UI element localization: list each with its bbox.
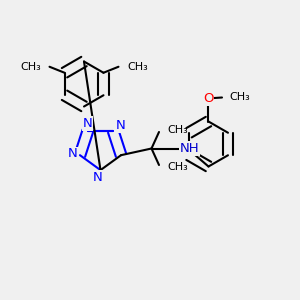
Text: CH₃: CH₃ [167, 162, 188, 172]
Text: N: N [68, 147, 77, 160]
Text: CH₃: CH₃ [127, 62, 148, 72]
Text: N: N [116, 119, 126, 132]
Text: NH: NH [180, 142, 200, 155]
Text: N: N [83, 117, 93, 130]
Text: CH₃: CH₃ [167, 124, 188, 135]
Text: O: O [203, 92, 214, 105]
Text: N: N [93, 171, 102, 184]
Text: CH₃: CH₃ [20, 62, 41, 72]
Text: CH₃: CH₃ [230, 92, 250, 103]
